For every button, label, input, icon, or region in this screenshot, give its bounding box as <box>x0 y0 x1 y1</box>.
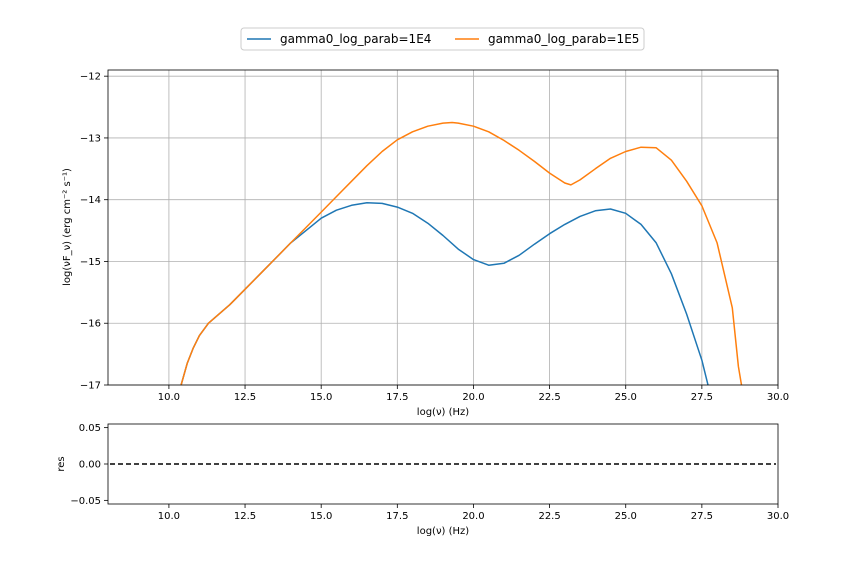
residual-y-tick-label: 0.05 <box>79 423 101 434</box>
x-tick-label: 22.5 <box>538 392 560 403</box>
legend-frame <box>240 27 645 51</box>
y-tick-label: −12 <box>80 72 101 83</box>
residual-x-tick-label: 15.0 <box>310 511 332 522</box>
residual-x-tick-label: 20.0 <box>462 511 484 522</box>
series-line-2 <box>180 121 743 386</box>
main-plot-area <box>180 121 743 386</box>
legend: gamma0_log_parab=1E4 gamma0_log_parab=1E… <box>240 27 645 51</box>
residual-x-tick-label: 22.5 <box>538 511 560 522</box>
legend-label-series-1: gamma0_log_parab=1E4 <box>280 32 431 46</box>
y-tick-label: −14 <box>80 195 101 206</box>
residual-x-tick-label: 10.0 <box>158 511 180 522</box>
residual-y-tick-label: 0.00 <box>79 460 101 471</box>
residual-x-tick-label: 27.5 <box>691 511 713 522</box>
residual-y-tick-label: −0.05 <box>70 496 101 507</box>
main-axes-frame <box>107 69 779 386</box>
residual-x-tick-label: 25.0 <box>615 511 637 522</box>
x-tick-label: 25.0 <box>615 392 637 403</box>
x-tick-label: 30.0 <box>767 392 789 403</box>
series-line-1 <box>180 202 709 386</box>
y-tick-label: −15 <box>80 257 101 268</box>
main-ticks: 10.0 12.5 15.0 17.5 20.0 22.5 25.0 27.5 30.0 −12 −… <box>80 72 789 403</box>
x-tick-label: 12.5 <box>234 392 256 403</box>
x-tick-label: 27.5 <box>691 392 713 403</box>
residual-x-axis-label: log(ν) (Hz) <box>417 526 469 537</box>
residual-x-tick-label: 17.5 <box>386 511 408 522</box>
residual-ticks: 10.0 12.5 15.0 17.5 20.0 22.5 25.0 27.5 30.0 0.05… <box>70 423 789 522</box>
x-tick-label: 17.5 <box>386 392 408 403</box>
main-y-axis-label: log(νF_ν) (erg cm⁻² s⁻¹) <box>62 168 73 286</box>
y-tick-label: −13 <box>80 133 101 144</box>
y-tick-label: −16 <box>80 319 101 330</box>
main-x-axis-label: log(ν) (Hz) <box>417 407 469 418</box>
x-tick-label: 15.0 <box>310 392 332 403</box>
residual-x-tick-label: 30.0 <box>767 511 789 522</box>
main-grid <box>108 70 779 386</box>
residual-y-axis-label: res <box>56 456 67 471</box>
x-tick-label: 20.0 <box>462 392 484 403</box>
x-tick-label: 10.0 <box>158 392 180 403</box>
y-tick-label: −17 <box>80 381 101 392</box>
legend-label-series-2: gamma0_log_parab=1E5 <box>488 32 639 46</box>
residual-x-tick-label: 12.5 <box>234 511 256 522</box>
